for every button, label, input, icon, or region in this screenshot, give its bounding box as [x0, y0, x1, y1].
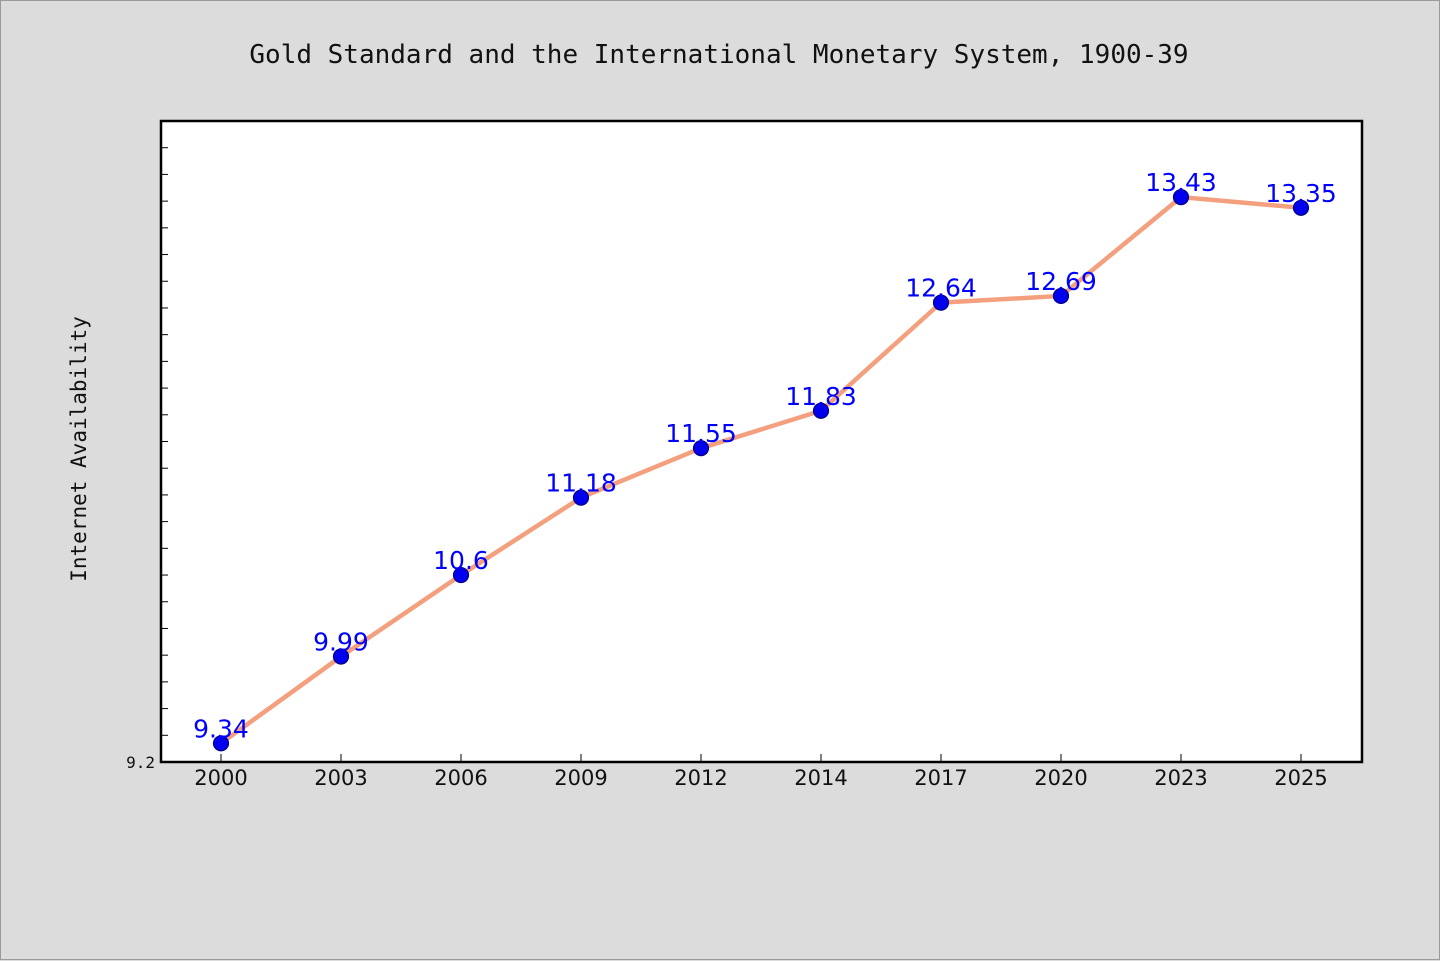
- data-point: [452, 566, 470, 584]
- data-label: 13.35: [1265, 179, 1337, 208]
- y-tick-label: 9.2: [126, 753, 155, 772]
- series-line: [218, 194, 1304, 746]
- data-point: [212, 735, 230, 752]
- x-tick-label: 2000: [194, 766, 247, 790]
- plot-area: [161, 121, 1362, 762]
- data-point: [332, 648, 350, 665]
- x-tick-label: 2017: [914, 766, 967, 790]
- y-axis-label: Internet Availability: [67, 316, 91, 582]
- data-label: 9.34: [193, 714, 249, 743]
- data-label: 10.6: [433, 546, 489, 575]
- data-label: 11.18: [545, 469, 617, 498]
- data-point: [572, 489, 590, 506]
- x-tick-label: 2014: [794, 766, 847, 790]
- x-tick-label: 2025: [1274, 766, 1327, 790]
- data-label: 13.43: [1145, 168, 1217, 197]
- x-tick-label: 2012: [674, 766, 727, 790]
- data-label: 12.64: [905, 274, 977, 303]
- chart-title: Gold Standard and the International Mone…: [249, 40, 1188, 70]
- data-label: 11.55: [665, 419, 737, 448]
- plot-border: [159, 119, 1364, 764]
- x-tick-label: 2009: [554, 766, 607, 790]
- x-tick-label: 2023: [1154, 766, 1207, 790]
- data-point: [692, 440, 710, 457]
- data-point: [932, 294, 950, 311]
- data-label: 12.69: [1025, 267, 1097, 296]
- x-tick-label: 2006: [434, 766, 487, 790]
- x-tick-label: 2020: [1034, 766, 1087, 790]
- data-label: 9.99: [313, 628, 369, 657]
- data-point: [812, 402, 830, 419]
- data-point: [1052, 287, 1070, 305]
- chart-marks: 9.2 2000 2003 2006 2009 2012 2014 2017 2020 2023 2…: [126, 120, 1337, 790]
- x-tick-label: 2003: [314, 766, 367, 790]
- data-point: [1292, 199, 1310, 216]
- data-label: 11.83: [785, 382, 857, 411]
- data-point: [1172, 189, 1190, 206]
